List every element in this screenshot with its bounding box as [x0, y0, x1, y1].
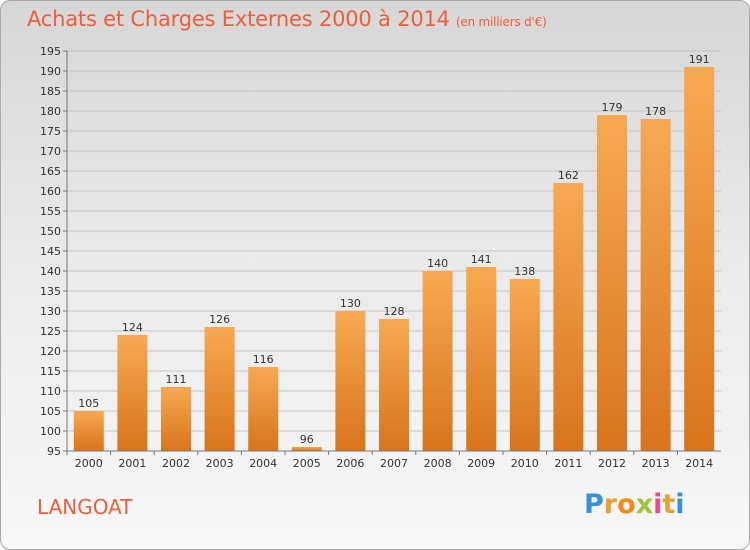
x-tick-label: 2011	[554, 457, 582, 470]
x-tick-label: 2009	[467, 457, 495, 470]
x-tick-label: 2003	[206, 457, 234, 470]
y-tick-label: 100	[40, 425, 61, 438]
logo-letter: r	[603, 489, 618, 520]
y-tick-label: 180	[40, 105, 61, 118]
bar-2006	[335, 311, 366, 451]
y-tick-label: 150	[40, 225, 61, 238]
x-tick-label: 2008	[424, 457, 452, 470]
y-tick-label: 190	[40, 65, 61, 78]
bar-2009	[466, 267, 497, 451]
x-tick-label: 2005	[293, 457, 321, 470]
y-tick-label: 125	[40, 325, 61, 338]
y-tick-label: 140	[40, 265, 61, 278]
x-tick-label: 2010	[511, 457, 539, 470]
value-label: 130	[340, 297, 361, 310]
logo-letter: o	[617, 489, 636, 520]
x-tick-label: 2012	[598, 457, 626, 470]
value-label: 179	[602, 101, 623, 114]
bar-2005	[291, 447, 322, 451]
value-label: 105	[78, 397, 99, 410]
value-label: 178	[645, 105, 666, 118]
x-tick-label: 2001	[118, 457, 146, 470]
proxiti-logo: Proxiti	[584, 489, 685, 520]
y-tick-label: 115	[40, 365, 61, 378]
bar-2003	[204, 327, 235, 451]
chart-subtitle: (en milliers d'€)	[455, 15, 547, 29]
y-tick-label: 155	[40, 205, 61, 218]
y-tick-label: 170	[40, 145, 61, 158]
logo-letter: i	[653, 489, 663, 520]
y-tick-label: 145	[40, 245, 61, 258]
bar-2011	[553, 183, 584, 451]
x-tick-label: 2006	[336, 457, 364, 470]
y-tick-label: 185	[40, 85, 61, 98]
bars: 105 124 111 126 116 96 130 128 140 141 138 162 179 17…	[73, 53, 715, 451]
bar-2002	[161, 387, 191, 451]
value-label: 138	[514, 265, 535, 278]
logo-letter: x	[635, 489, 654, 520]
value-label: 191	[689, 53, 710, 66]
logo-letter: P	[584, 489, 604, 520]
value-label: 126	[209, 313, 230, 326]
y-tick-label: 165	[40, 165, 61, 178]
chart-title: Achats et Charges Externes 2000 à 2014 (e…	[27, 7, 547, 31]
x-tick-label: 2007	[380, 457, 408, 470]
commune-name: LANGOAT	[37, 495, 133, 519]
bar-2001	[117, 335, 148, 451]
x-tick-label: 2004	[249, 457, 277, 470]
value-label: 124	[122, 321, 143, 334]
value-label: 128	[384, 305, 405, 318]
y-tick-label: 135	[40, 285, 61, 298]
y-tick-label: 160	[40, 185, 61, 198]
value-label: 96	[300, 433, 314, 446]
logo-letter: i	[675, 489, 685, 520]
bar-2008	[422, 271, 453, 451]
bar-2010	[509, 279, 540, 451]
y-tick-label: 110	[40, 385, 61, 398]
y-tick-label: 105	[40, 405, 61, 418]
value-label: 140	[427, 257, 448, 270]
chart-title-text: Achats et Charges Externes 2000 à 2014	[27, 7, 450, 31]
bar-2007	[379, 319, 409, 451]
value-label: 111	[166, 373, 187, 386]
bar-2012	[597, 115, 627, 451]
bar-2000	[73, 411, 104, 451]
logo-letter: t	[662, 489, 676, 520]
bar-2013	[640, 119, 671, 451]
bar-2004	[248, 367, 279, 451]
bar-2014	[684, 67, 715, 451]
y-tick-label: 175	[40, 125, 61, 138]
x-axis: 2000 2001 2002 2003 2004 2005 2006 2007 2008 2009…	[66, 450, 721, 470]
y-tick-label: 195	[40, 45, 61, 58]
y-tick-label: 120	[40, 345, 61, 358]
x-tick-label: 2002	[162, 457, 190, 470]
value-label: 162	[558, 169, 579, 182]
x-tick-label: 2014	[685, 457, 713, 470]
value-label: 141	[471, 253, 492, 266]
y-tick-label: 130	[40, 305, 61, 318]
y-axis: 95 100 105 110 115 120 125 130 135 140 145 150 155 16…	[40, 45, 68, 458]
value-label: 116	[253, 353, 274, 366]
y-tick-label: 95	[47, 445, 61, 458]
x-tick-label: 2013	[642, 457, 670, 470]
x-tick-label: 2000	[75, 457, 103, 470]
